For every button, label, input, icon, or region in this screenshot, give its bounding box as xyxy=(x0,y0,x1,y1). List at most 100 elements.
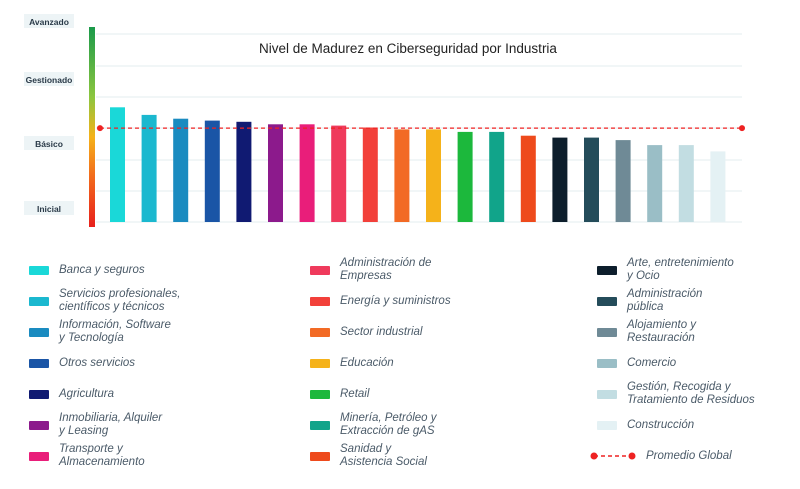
legend-swatch xyxy=(29,296,49,306)
average-endpoint xyxy=(739,125,745,132)
level-label-avanzado: Avanzado xyxy=(29,17,69,27)
legend: Banca y seguros Servicios profesionales, … xyxy=(0,240,800,489)
legend-label: Minería, Petróleo y Extracción de gAS xyxy=(340,412,437,437)
legend-item: Educación xyxy=(310,350,394,376)
average-legend-icon xyxy=(590,452,636,460)
legend-label: Arte, entretenimiento y Ocio xyxy=(627,257,734,282)
legend-swatch xyxy=(310,327,330,337)
legend-label: Sanidad y Asistencia Social xyxy=(340,443,427,468)
legend-swatch xyxy=(310,265,330,275)
legend-item: Sanidad y Asistencia Social xyxy=(310,443,427,469)
level-label-básico: Básico xyxy=(35,139,63,149)
bar: Sector industrial xyxy=(394,129,410,222)
legend-item-average: Promedio Global xyxy=(590,443,732,469)
bar: Información, Software y Tecnología xyxy=(173,118,189,222)
legend-item: Retail xyxy=(310,381,369,407)
legend-swatch xyxy=(597,358,617,368)
legend-item: Minería, Petróleo y Extracción de gAS xyxy=(310,412,437,438)
bar: Arte, entretenimiento y Ocio xyxy=(552,137,568,222)
legend-swatch xyxy=(29,265,49,275)
legend-swatch xyxy=(597,327,617,337)
level-label-inicial: Inicial xyxy=(37,204,61,214)
legend-label: Construcción xyxy=(627,418,695,431)
legend-label: Educación xyxy=(340,356,394,369)
bar: Banca y seguros xyxy=(110,107,125,222)
legend-label: Información, Software y Tecnología xyxy=(59,319,171,344)
legend-label: Retail xyxy=(340,387,370,400)
legend-label: Administración de Empresas xyxy=(340,257,432,282)
bar: Agricultura xyxy=(236,121,252,222)
legend-item: Energía y suministros xyxy=(310,288,451,314)
legend-swatch xyxy=(597,265,617,275)
bar: Educación xyxy=(426,129,441,222)
legend-item: Inmobiliaria, Alquiler y Leasing xyxy=(29,412,162,438)
bar: Energía y suministros xyxy=(362,127,378,222)
legend-item: Agricultura xyxy=(29,381,114,407)
legend-item: Arte, entretenimiento y Ocio xyxy=(597,257,734,283)
bar: Administración de Empresas xyxy=(331,125,347,222)
legend-label-average: Promedio Global xyxy=(646,449,732,462)
maturity-scale-bar xyxy=(89,27,95,227)
average-line xyxy=(97,125,745,132)
level-label-bg xyxy=(24,14,74,28)
legend-swatch xyxy=(29,358,49,368)
legend-label: Gestión, Recogida y Tratamiento de Resid… xyxy=(627,381,755,406)
legend-label: Transporte y Almacenamiento xyxy=(59,443,145,468)
legend-label: Inmobiliaria, Alquiler y Leasing xyxy=(59,412,163,437)
bar: Sanidad y Asistencia Social xyxy=(520,135,536,222)
grid-lines xyxy=(96,33,742,223)
legend-item: Administración pública xyxy=(597,288,702,314)
legend-item: Construcción xyxy=(597,412,694,438)
legend-label: Alojamiento y Restauración xyxy=(627,319,697,344)
bar: Transporte y Almacenamiento xyxy=(299,124,315,222)
legend-item: Transporte y Almacenamiento xyxy=(29,443,145,469)
legend-swatch xyxy=(29,451,49,461)
level-label-bg xyxy=(24,136,74,150)
bar: Inmobiliaria, Alquiler y Leasing xyxy=(268,124,283,222)
legend-swatch xyxy=(310,296,330,306)
y-level-labels: Inicial Básico Gestionado Avanzado xyxy=(24,14,74,215)
bar: Comercio xyxy=(647,145,663,222)
legend-swatch xyxy=(29,389,49,399)
legend-label: Otros servicios xyxy=(59,356,136,369)
bars: Banca y seguros Servicios profesionales, … xyxy=(110,107,726,222)
average-endpoint xyxy=(97,125,103,132)
legend-item: Comercio xyxy=(597,350,676,376)
legend-swatch xyxy=(310,358,330,368)
legend-item: Información, Software y Tecnología xyxy=(29,319,171,345)
bar: Minería, Petróleo y Extracción de gAS xyxy=(489,131,505,222)
legend-swatch xyxy=(310,451,330,461)
legend-item: Otros servicios xyxy=(29,350,135,376)
legend-label: Administración pública xyxy=(627,288,703,313)
bar: Alojamiento y Restauración xyxy=(615,140,631,222)
chart-title: Nivel de Madurez en Ciberseguridad por I… xyxy=(259,41,557,56)
legend-item: Servicios profesionales, científicos y t… xyxy=(29,288,180,314)
legend-item: Alojamiento y Restauración xyxy=(597,319,696,345)
legend-swatch xyxy=(597,389,617,399)
bar: Otros servicios xyxy=(204,120,220,222)
bar: Construcción xyxy=(710,151,726,222)
level-label-bg xyxy=(24,201,74,215)
legend-label: Banca y seguros xyxy=(59,263,145,276)
level-label-bg xyxy=(24,72,74,86)
bar: Administración pública xyxy=(584,137,599,222)
legend-swatch xyxy=(29,420,49,430)
legend-item: Banca y seguros xyxy=(29,257,145,283)
legend-swatch xyxy=(597,296,617,306)
legend-label: Sector industrial xyxy=(340,325,423,338)
legend-label: Agricultura xyxy=(59,387,114,400)
maturity-bar-chart: Inicial Básico Gestionado Avanzado Nivel de… xyxy=(24,14,745,227)
legend-label: Servicios profesionales, científicos y t… xyxy=(59,288,181,313)
level-label-gestionado: Gestionado xyxy=(26,75,73,85)
legend-swatch xyxy=(597,420,617,430)
legend-item: Gestión, Recogida y Tratamiento de Resid… xyxy=(597,381,755,407)
bar: Gestión, Recogida y Tratamiento de Resid… xyxy=(678,145,694,222)
bar: Servicios profesionales, científicos y t… xyxy=(141,114,157,222)
legend-label: Energía y suministros xyxy=(340,294,451,307)
legend-item: Administración de Empresas xyxy=(310,257,431,283)
legend-label: Comercio xyxy=(627,356,677,369)
legend-item: Sector industrial xyxy=(310,319,422,345)
bar: Retail xyxy=(457,131,473,222)
legend-swatch xyxy=(310,389,330,399)
legend-swatch xyxy=(310,420,330,430)
